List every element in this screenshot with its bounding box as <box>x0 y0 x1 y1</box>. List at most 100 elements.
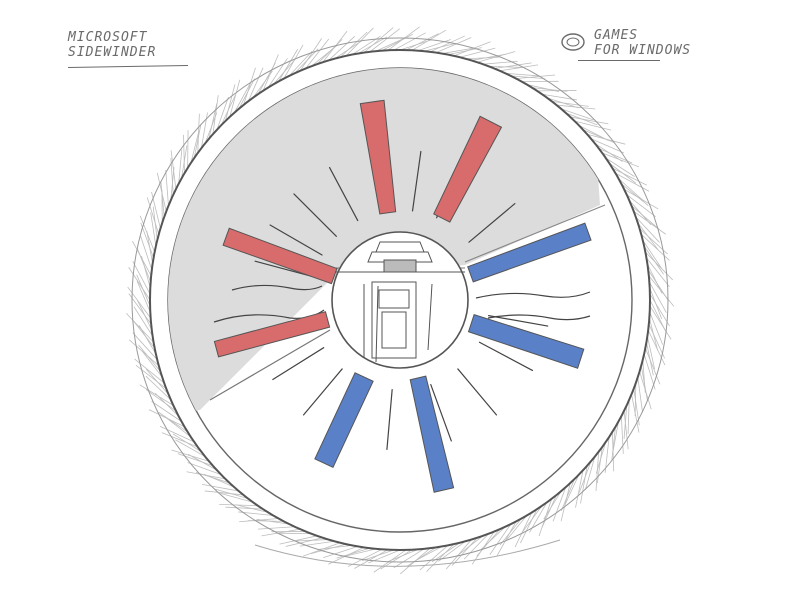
hatch-stroke <box>238 511 274 516</box>
hatch-stroke <box>159 425 195 443</box>
hatch-stroke <box>175 439 206 457</box>
hatch-stroke <box>639 371 652 410</box>
hatch-stroke <box>190 130 200 164</box>
hatch-stroke <box>343 548 376 558</box>
hatch-stroke <box>393 548 425 569</box>
hatch-stroke <box>494 62 532 69</box>
hatch-stroke <box>128 339 160 366</box>
hatch-stroke <box>138 344 161 372</box>
hatch-stroke <box>283 44 304 79</box>
hatch-stroke <box>183 134 185 174</box>
hatch-stroke <box>220 492 254 503</box>
hatch-stroke <box>637 377 643 413</box>
hatch-stroke <box>132 332 158 361</box>
hatch-stroke <box>623 188 659 210</box>
hatch-stroke <box>178 149 183 184</box>
hatch-stroke <box>406 547 437 567</box>
hatch-stroke <box>132 319 155 349</box>
hatch-stroke <box>204 490 244 496</box>
hatch-stroke <box>451 537 478 566</box>
ray-line <box>457 368 498 416</box>
hatch-stroke <box>279 535 318 545</box>
hatch-stroke <box>140 236 153 270</box>
hatch-stroke <box>505 515 528 542</box>
hatch-stroke <box>605 157 635 177</box>
hatch-stroke <box>339 31 368 58</box>
brand-left-line2: Sidewinder <box>68 45 157 60</box>
hatch-stroke <box>302 542 341 557</box>
hatch-stroke <box>233 83 251 114</box>
hatch-stroke <box>126 313 154 343</box>
hatch-stroke <box>560 482 571 522</box>
hatch-stroke <box>219 503 258 507</box>
hatch-stroke <box>520 508 538 544</box>
hatch-stroke <box>299 38 323 72</box>
hatch-stroke <box>595 451 600 492</box>
hatch-stroke <box>139 384 174 406</box>
hatch-stroke <box>551 100 589 107</box>
hatch-stroke <box>505 72 539 77</box>
red-bar <box>359 99 397 215</box>
hatch-stroke <box>322 30 348 63</box>
hatch-stroke <box>574 120 612 131</box>
hatch-stroke <box>580 465 588 504</box>
hatch-stroke <box>556 104 596 110</box>
divider-line-right <box>464 204 606 263</box>
hatch-stroke <box>186 471 226 480</box>
hatch-stroke <box>596 446 603 484</box>
hatch-stroke <box>618 178 644 201</box>
hatch-stroke <box>310 543 347 555</box>
hatch-stroke <box>538 498 553 537</box>
hatch-stroke <box>328 547 365 565</box>
hatch-stroke <box>247 67 264 102</box>
hatch-stroke <box>145 375 172 401</box>
hatch-stroke <box>552 486 567 522</box>
hatch-stroke <box>560 478 575 511</box>
hatch-stroke <box>387 26 420 51</box>
hatch-stroke <box>541 494 557 529</box>
hatch-stroke <box>278 49 299 82</box>
hatch-stroke <box>187 462 222 476</box>
hatch-stroke <box>323 546 359 558</box>
hatch-stroke <box>161 432 198 448</box>
hatch-stroke <box>151 401 182 422</box>
outer-hatch-ring <box>126 26 675 575</box>
hatch-stroke <box>160 182 165 218</box>
hatch-stroke <box>621 183 649 206</box>
hatch-stroke <box>158 412 188 433</box>
blue-bar <box>409 375 455 493</box>
hatch-stroke <box>132 240 152 277</box>
hatch-stroke <box>435 37 472 53</box>
hatch-stroke <box>212 95 219 135</box>
hatch-stroke <box>585 456 596 490</box>
hatch-stroke <box>648 275 675 307</box>
hatch-stroke <box>285 537 323 547</box>
brand-right-underline <box>578 60 660 61</box>
blue-bar <box>467 222 592 283</box>
hatch-stroke <box>288 50 313 77</box>
hatch-stroke <box>623 410 629 450</box>
brand-left-line1: Microsoft <box>68 30 148 45</box>
hatch-stroke <box>139 215 156 253</box>
hatch-stroke <box>646 336 655 370</box>
hatch-stroke <box>277 532 312 535</box>
hatch-stroke <box>541 93 578 101</box>
hatch-stroke <box>612 421 619 455</box>
hatch-stroke <box>514 512 533 548</box>
hatch-stroke <box>216 96 229 130</box>
hatch-stroke <box>646 257 670 287</box>
ray-line <box>411 150 422 212</box>
hatch-stroke <box>328 36 356 61</box>
blue-bars <box>314 222 592 493</box>
hatch-stroke <box>649 311 664 345</box>
hatch-stroke <box>316 39 343 65</box>
hatch-stroke <box>499 64 539 72</box>
ray-line <box>328 166 359 222</box>
hatch-stroke <box>644 347 661 385</box>
hatch-stroke <box>615 172 650 192</box>
hatch-stroke <box>150 212 157 247</box>
ray-line <box>430 383 452 442</box>
hatch-stroke <box>612 167 647 186</box>
